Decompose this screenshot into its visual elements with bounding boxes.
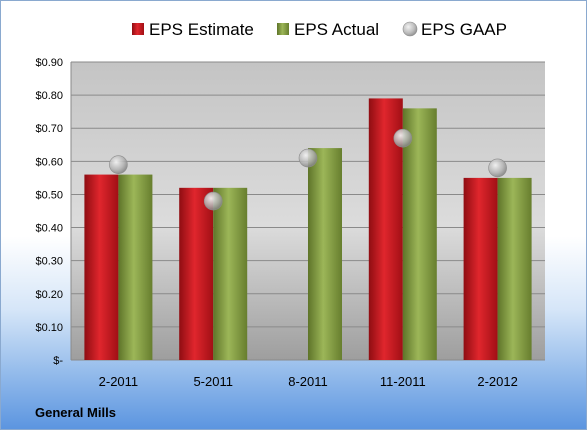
legend-label: EPS Estimate [149,20,254,39]
point-eps-gaap [298,148,318,168]
y-tick-label: $0.10 [35,322,63,334]
bar-eps-actual [402,108,437,360]
legend-swatch [402,21,418,37]
company-name: General Mills [35,405,116,420]
bar-eps-actual [497,177,532,360]
y-tick-label: $0.60 [35,156,63,168]
bar-eps-actual [213,187,248,360]
x-axis-ticks: 2-2011 5-2011 8-2011 11-2011 2-2012 [99,374,518,389]
bar-eps-actual [118,174,153,360]
bar-eps-estimate [84,174,119,360]
y-tick-label: $0.20 [35,289,63,301]
point-eps-gaap [393,128,413,148]
legend-label: EPS Actual [294,20,379,39]
bars [84,98,532,360]
bar-eps-estimate [463,177,498,360]
x-tick-label: 11-2011 [380,374,426,389]
y-tick-label: $0.80 [35,90,63,102]
point-eps-gaap [109,155,128,174]
x-tick-label: 8-2011 [288,374,328,389]
point-eps-gaap [203,191,223,211]
gaap-points [109,128,507,211]
y-tick-label: $- [53,355,63,367]
x-tick-label: 5-2011 [193,374,233,389]
legend-label: EPS GAAP [421,20,507,39]
bar-eps-estimate [179,187,214,360]
bar-eps-actual [308,148,342,360]
y-tick-label: $0.40 [35,223,63,235]
x-tick-label: 2-2011 [99,374,139,389]
legend-swatch [277,23,289,35]
legend: EPS Estimate EPS Actual EPS GAAP [132,20,507,39]
y-axis-ticks: $- $0.10 $0.20 $0.30 $0.40 $0.50 $0.60 $0.70 $0.… [35,57,63,367]
x-tick-label: 2-2012 [477,374,517,389]
y-tick-label: $0.70 [35,123,63,135]
y-tick-label: $0.90 [35,57,63,69]
y-tick-label: $0.50 [35,189,63,201]
legend-swatch [132,23,144,35]
point-eps-gaap [488,158,507,178]
y-tick-label: $0.30 [35,256,63,268]
